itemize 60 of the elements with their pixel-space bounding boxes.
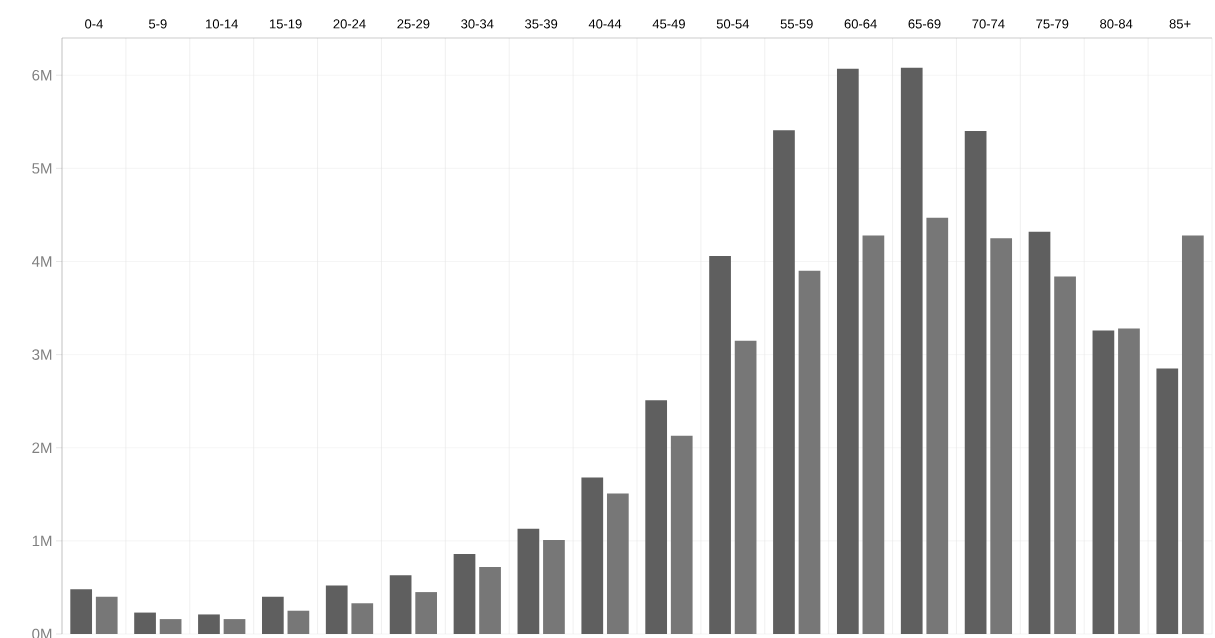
x-tick-label: 50-54: [716, 19, 750, 29]
bar: [1156, 368, 1179, 634]
x-tick-label: 30-34: [461, 19, 494, 29]
bar: [773, 130, 795, 634]
bar: [645, 400, 668, 634]
bar: [134, 612, 156, 634]
x-tick-label: 5-9: [148, 19, 167, 29]
bar: [1092, 330, 1115, 634]
bar: [453, 553, 476, 634]
bar: [606, 493, 629, 634]
bar: [1054, 276, 1076, 634]
bar: [964, 131, 987, 634]
bar: [479, 566, 501, 634]
bar: [517, 528, 540, 634]
x-tick-label: 80-84: [1100, 19, 1133, 29]
bar: [709, 255, 731, 634]
x-tick-label: 70-74: [972, 19, 1005, 29]
x-tick-label: 0-4: [85, 19, 103, 29]
bar: [1118, 328, 1140, 634]
bar: [223, 619, 246, 634]
x-tick-label: 40-44: [588, 19, 622, 29]
y-tick-label: 5M: [32, 163, 52, 174]
y-tick-label: 4M: [31, 256, 52, 267]
x-tick-label: 25-29: [397, 19, 430, 29]
x-tick-label: 65-69: [908, 19, 941, 29]
x-tick-label: 10-14: [206, 19, 238, 29]
bar: [351, 603, 374, 634]
x-tick-label: 55-59: [780, 19, 813, 29]
bar: [1028, 231, 1051, 634]
bar: [581, 477, 604, 634]
bar: [261, 596, 284, 634]
x-tick-label: 45-49: [652, 19, 685, 29]
bar: [325, 585, 348, 634]
y-tick-label: 6M: [32, 69, 52, 81]
bar: [70, 589, 93, 634]
bar: [95, 596, 118, 634]
y-tick-label: 3M: [32, 349, 52, 360]
bar: [990, 238, 1013, 634]
x-tick-label: 20-24: [333, 19, 366, 29]
bar: [862, 235, 885, 634]
bar: [415, 592, 438, 634]
y-tick-label: 1M: [32, 535, 52, 547]
x-tick-label: 75-79: [1036, 19, 1069, 29]
y-tick-label: 2M: [32, 442, 52, 453]
bar: [670, 435, 693, 634]
bar: [836, 68, 859, 634]
x-tick-label: 35-39: [525, 19, 558, 29]
bar: [926, 217, 949, 634]
bar: [1181, 235, 1204, 634]
bar: [543, 539, 565, 634]
bar: [900, 67, 923, 634]
bar: [198, 614, 220, 634]
bar: [159, 619, 182, 634]
bar: [287, 610, 310, 634]
x-tick-label: 15-19: [269, 19, 302, 29]
bar: [798, 270, 821, 634]
bar: [734, 340, 757, 634]
x-tick-label: 85+: [1169, 19, 1191, 29]
x-tick-label: 60-64: [844, 19, 877, 29]
bar: [389, 575, 412, 634]
